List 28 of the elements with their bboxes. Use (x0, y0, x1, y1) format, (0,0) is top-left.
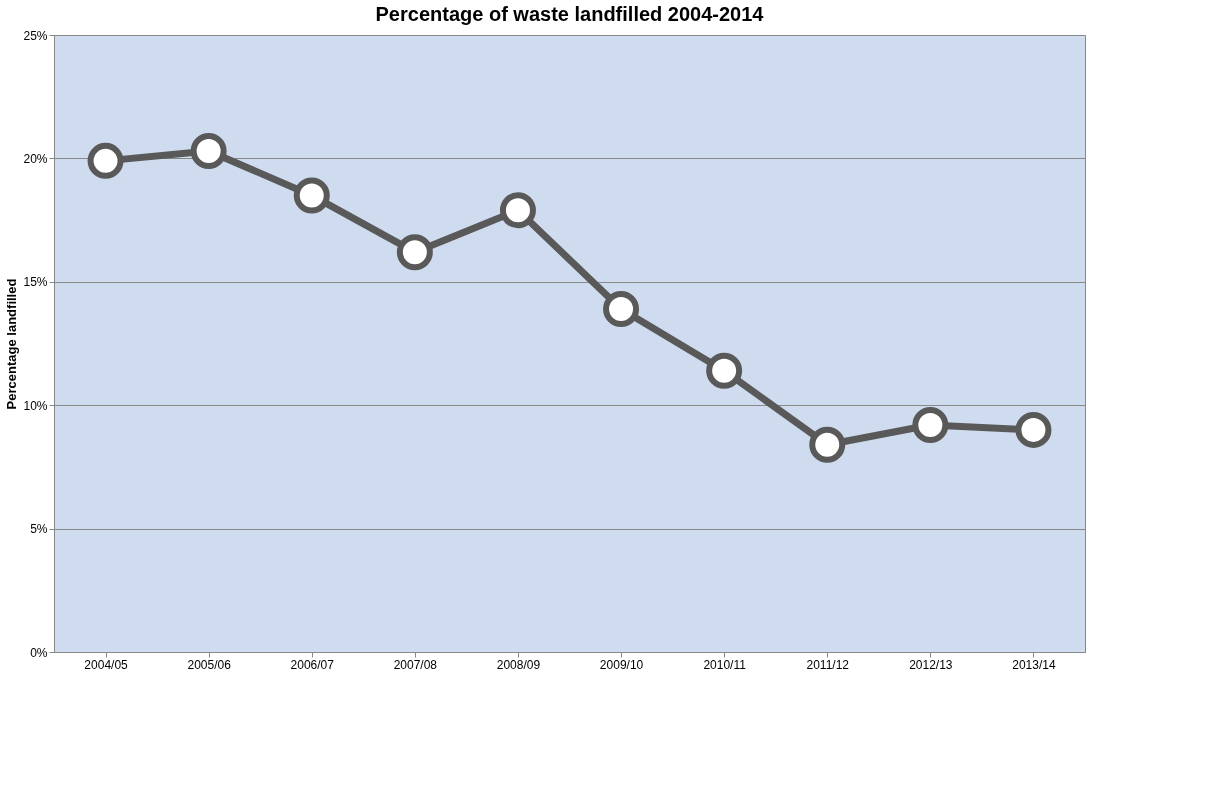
x-tick-label: 2007/08 (393, 657, 438, 672)
y-tick-label: 15% (23, 275, 48, 290)
x-tick-label: 2006/07 (290, 657, 335, 672)
point (706, 352, 743, 389)
point (293, 177, 330, 214)
x-tick-label: 2012/13 (909, 657, 953, 672)
y-axis-title: Percentage landfilled (4, 278, 20, 410)
point (499, 192, 536, 229)
point (87, 142, 124, 179)
x-tick-label: 2013/14 (1012, 657, 1056, 672)
x-tick-label: 2004/05 (84, 657, 129, 672)
y-tick-label: 0% (30, 645, 48, 660)
y-tick-label: 20% (23, 151, 48, 166)
x-tick-label: 2011/12 (806, 657, 850, 672)
y-tick-label: 10% (23, 398, 48, 413)
point (1015, 411, 1052, 448)
point (396, 234, 433, 271)
point (809, 426, 846, 463)
chart-title: Percentage of waste landfilled 2004-2014 (375, 3, 765, 25)
x-tick-label: 2005/06 (187, 657, 232, 672)
y-tick-label: 5% (30, 522, 48, 537)
x-tick-label: 2009/10 (599, 657, 644, 672)
point (190, 133, 227, 169)
point (912, 406, 949, 443)
x-tick-label: 2008/09 (496, 657, 541, 672)
x-tick-label: 2010/11 (703, 657, 747, 672)
y-tick-label: 25% (23, 28, 48, 43)
point (603, 290, 640, 327)
